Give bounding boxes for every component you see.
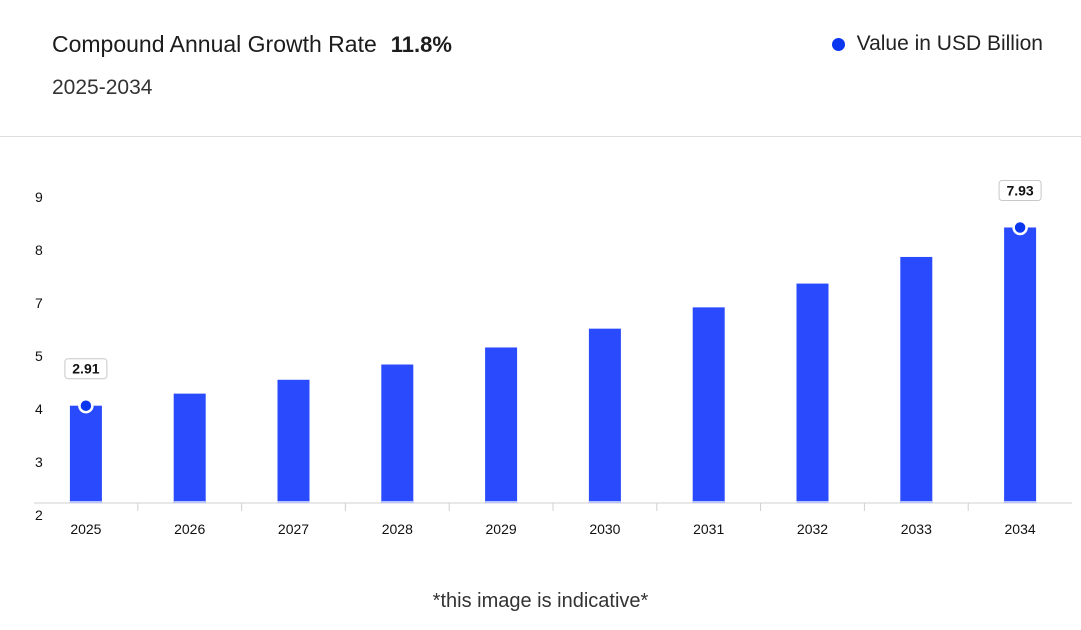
period-label: 2025-2034: [52, 76, 153, 99]
bar-base-stripe: [69, 501, 102, 503]
bar-base-stripe: [173, 501, 206, 503]
title-row: Compound Annual Growth Rate 11.8%: [52, 31, 452, 58]
bar-2026: [173, 393, 206, 503]
bar-base-stripe: [900, 501, 933, 503]
data-point-marker: [1012, 219, 1028, 236]
data-label-box: [998, 179, 1042, 201]
y-tick-label: 3: [35, 454, 43, 470]
bar-base-stripe: [692, 501, 725, 503]
y-tick-label: 8: [35, 242, 43, 258]
footnote: *this image is indicative*: [432, 590, 649, 612]
x-tick-label: 2034: [1005, 521, 1036, 537]
bar-2028: [381, 364, 414, 503]
chart-header: Compound Annual Growth Rate 11.8% 2025-2…: [0, 0, 1081, 137]
legend-marker-icon: [831, 37, 845, 51]
x-tick-label: 2031: [693, 521, 724, 537]
x-tick-label: 2033: [901, 521, 932, 537]
data-point-marker: [78, 397, 94, 414]
cagr-value: 11.8%: [390, 32, 452, 57]
x-tick-label: 2027: [278, 521, 309, 537]
data-label: 2.91: [72, 361, 99, 377]
bar-2031: [692, 307, 725, 503]
bar-2034: [1004, 227, 1037, 504]
y-tick-label: 5: [35, 348, 43, 364]
y-tick-label: 9: [35, 189, 43, 205]
data-label: 7.93: [1006, 182, 1033, 198]
legend: Value in USD Billion: [831, 32, 1043, 56]
x-tick-label: 2032: [797, 521, 828, 537]
bar-base-stripe: [1004, 501, 1037, 503]
x-tick-label: 2025: [70, 521, 101, 537]
bar-2029: [485, 347, 518, 503]
x-tick-label: 2030: [589, 521, 620, 537]
y-tick-label: 7: [35, 295, 43, 311]
chart-title: Compound Annual Growth Rate: [52, 31, 377, 57]
y-tick-label: 4: [35, 401, 43, 417]
bar-2030: [588, 328, 621, 503]
y-tick-label: 2: [35, 507, 43, 523]
bar-base-stripe: [485, 501, 518, 503]
x-tick-label: 2029: [486, 521, 517, 537]
data-label-box: [64, 358, 108, 380]
bar-base-stripe: [277, 501, 310, 503]
bar-base-stripe: [588, 501, 621, 503]
x-tick-label: 2028: [382, 521, 413, 537]
bar-base-stripe: [381, 501, 414, 503]
x-tick-label: 2026: [174, 521, 205, 537]
bar-base-stripe: [796, 501, 829, 503]
bar-2033: [900, 256, 933, 503]
header-divider: [0, 136, 1081, 137]
bar-2032: [796, 283, 829, 503]
bar-chart: 2 3 4 5 7 8 9 2025 2026 2027 2028 2029 2030 2031 2032 2…: [34, 179, 1072, 537]
bar-2025: [69, 405, 102, 503]
bar-2027: [277, 379, 310, 503]
legend-label: Value in USD Billion: [856, 32, 1043, 55]
